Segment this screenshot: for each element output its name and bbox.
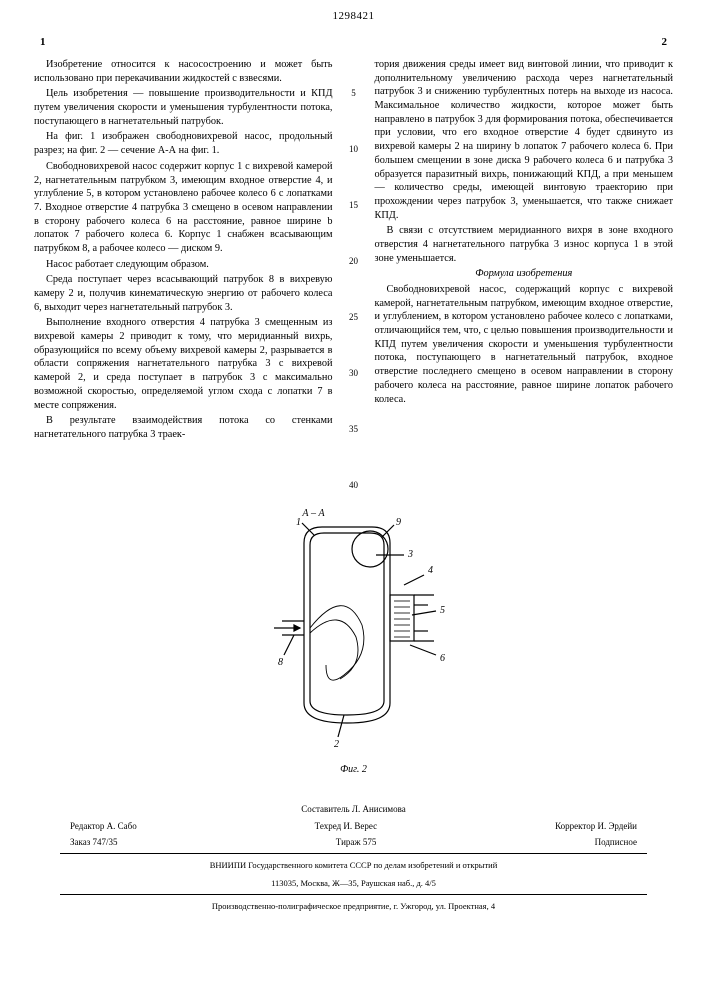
divider: [60, 894, 647, 895]
para: В связи с отсутствием меридианного вихря…: [375, 224, 674, 265]
column-headers: 1 2: [0, 36, 707, 48]
callout: 6: [440, 653, 445, 664]
divider: [60, 853, 647, 854]
text-columns: Изобретение относится к насосостроению и…: [0, 58, 707, 490]
para: Насос работает следующим образом.: [34, 258, 333, 272]
line-num: 40: [349, 480, 358, 490]
patent-page: 1298421 1 2 Изобретение относится к насо…: [0, 10, 707, 942]
line-num: 25: [349, 312, 358, 322]
compiler: Составитель Л. Анисимова: [301, 803, 405, 816]
subscription: Подписное: [595, 836, 637, 849]
footer-colophon: Составитель Л. Анисимова Редактор А. Саб…: [0, 803, 707, 942]
callout: 4: [428, 565, 433, 576]
figure-2: А – А: [0, 508, 707, 775]
col-num-left: 1: [40, 36, 46, 48]
para: Цель изобретения — повышение производите…: [34, 87, 333, 128]
corrector: Корректор И. Эрдейи: [555, 820, 637, 833]
col-num-right: 2: [662, 36, 668, 48]
doc-number: 1298421: [0, 10, 707, 22]
callout: 8: [278, 657, 283, 668]
org-addr-1: 113035, Москва, Ж—35, Раушская наб., д. …: [60, 878, 647, 890]
techred: Техред И. Верес: [315, 820, 377, 833]
para: На фиг. 1 изображен свободновихревой нас…: [34, 130, 333, 157]
para: Среда поступает через всасывающий патруб…: [34, 273, 333, 314]
line-num: 10: [349, 144, 358, 154]
right-column: тория движения среды имеет вид винтовой …: [375, 58, 674, 490]
line-number-gutter: 5 10 15 20 25 30 35 40: [347, 58, 361, 490]
line-num: 30: [349, 368, 358, 378]
org-line-2: Производственно-полиграфическое предприя…: [60, 901, 647, 913]
callout: 5: [440, 605, 445, 616]
para: Свободновихревой насос содержит корпус 1…: [34, 160, 333, 256]
section-label: А – А: [0, 508, 667, 519]
para: Свободновихревой насос, содержащий корпу…: [375, 283, 674, 406]
line-num: 5: [351, 88, 356, 98]
line-num: 35: [349, 424, 358, 434]
line-num: 15: [349, 200, 358, 210]
order-num: Заказ 747/35: [70, 836, 118, 849]
callout: 2: [334, 739, 339, 750]
para: Выполнение входного отверстия 4 патрубка…: [34, 316, 333, 412]
para: тория движения среды имеет вид винтовой …: [375, 58, 674, 222]
pump-diagram-svg: 1 9 3 4 5 6 8 2: [244, 515, 464, 755]
editor: Редактор А. Сабо: [70, 820, 137, 833]
figure-caption: Фиг. 2: [0, 764, 707, 775]
para: В результате взаимодействия потока со ст…: [34, 414, 333, 441]
line-num: 20: [349, 256, 358, 266]
callout: 3: [407, 549, 413, 560]
org-line-1: ВНИИПИ Государственного комитета СССР по…: [60, 860, 647, 872]
tirage: Тираж 575: [336, 836, 377, 849]
para: Изобретение относится к насосостроению и…: [34, 58, 333, 85]
claims-title: Формула изобретения: [375, 267, 674, 281]
left-column: Изобретение относится к насосостроению и…: [34, 58, 333, 490]
